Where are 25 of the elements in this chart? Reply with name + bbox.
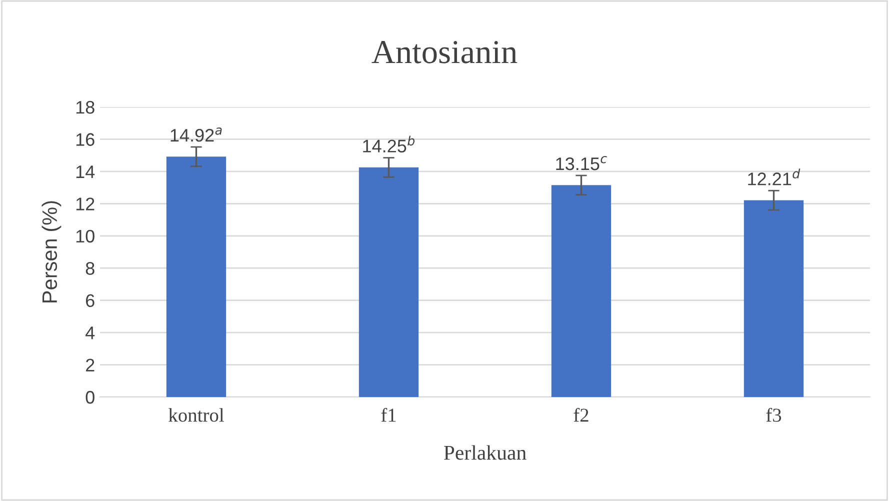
bar	[166, 156, 226, 397]
y-tick-label: 16	[76, 133, 94, 146]
y-axis-title: Persen (%)	[42, 201, 62, 302]
x-tick-label: f1	[381, 408, 396, 422]
bar	[744, 200, 804, 397]
data-label: 14.92$^{a}$	[170, 128, 222, 142]
y-tick-label: 4	[86, 326, 95, 340]
x-tick-label: f3	[766, 408, 782, 422]
bar	[358, 167, 419, 397]
bar	[551, 185, 612, 397]
y-tick-label: 14	[76, 166, 95, 178]
x-axis-title: Perlakuan	[444, 445, 526, 460]
y-tick-label: 0	[86, 390, 94, 404]
y-tick-label: 12	[76, 198, 94, 210]
chart-title: Antosianin	[372, 40, 518, 64]
data-label: 13.15$^{c}$	[556, 156, 607, 170]
y-tick-label: 8	[86, 262, 94, 275]
y-tick-label: 10	[76, 230, 94, 243]
data-label: 12.21$^{d}$	[748, 168, 800, 186]
y-tick-label: 18	[76, 100, 94, 114]
y-tick-label: 6	[86, 294, 94, 308]
x-tick-label: kontrol	[168, 408, 224, 422]
data-label: 14.25$^{b}$	[363, 136, 415, 152]
x-tick-label: f2	[574, 408, 588, 422]
y-tick-label: 2	[86, 358, 94, 372]
